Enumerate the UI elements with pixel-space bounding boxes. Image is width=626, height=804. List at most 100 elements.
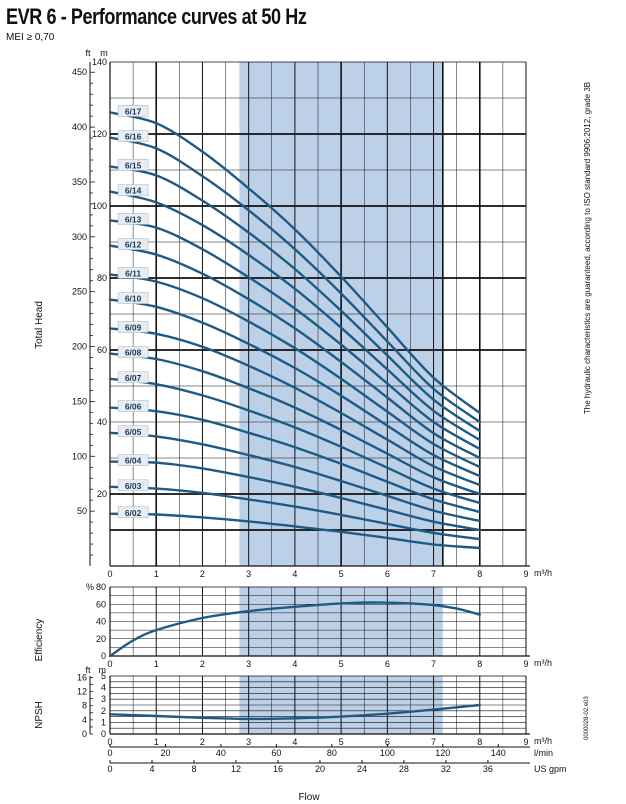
- ft-unit-label: ft: [85, 665, 91, 675]
- x-tick-label: 4: [292, 569, 297, 579]
- curve-label-bg: [117, 159, 149, 171]
- curve-6-06: [108, 406, 481, 514]
- gpm-tick-label: 0: [107, 764, 112, 774]
- head-panel: 0 1 2 3 4 5 6 7 8 9 m³/h 50 100 150 200 250 300 350 400 450…: [72, 48, 552, 579]
- x-tick-label: 7: [431, 659, 436, 669]
- m-unit-label: m: [100, 48, 108, 58]
- lmin-tick-label: 80: [327, 748, 337, 758]
- lmin-tick-label: 20: [160, 748, 170, 758]
- flow-axis-title: Flow: [298, 792, 320, 803]
- m-tick-label: 0: [101, 729, 106, 739]
- gpm-tick-label: 36: [483, 764, 493, 774]
- curve-label: 6/10: [125, 294, 142, 304]
- x-tick-label: 4: [292, 737, 297, 747]
- x-tick-label: 7: [431, 569, 436, 579]
- ft-tick-label: 350: [72, 177, 87, 187]
- ft-tick-label: 250: [72, 287, 87, 297]
- ft-tick-label: 300: [72, 232, 87, 242]
- m-tick-label: 140: [92, 57, 107, 67]
- pct-tick-label: 0: [101, 651, 106, 661]
- x-tick-label: 5: [339, 569, 344, 579]
- curve-label: 6/13: [125, 214, 142, 224]
- x-tick-label: 6: [385, 569, 390, 579]
- curve-6-14: [108, 190, 481, 442]
- page-subtitle: MEI ≥ 0,70: [6, 32, 55, 43]
- gpm-tick-label: 8: [191, 764, 196, 774]
- m-tick-label: 80: [97, 273, 107, 283]
- gpm-tick-label: 24: [357, 764, 367, 774]
- curve-label-bg: [117, 506, 149, 519]
- curve-label-bg: [117, 292, 149, 304]
- curve-label-bg: [117, 267, 149, 279]
- npsh-axis-title: NPSH: [34, 701, 45, 729]
- m-tick-label: 40: [97, 417, 107, 427]
- x-unit-label: m³/h: [534, 658, 552, 668]
- efficiency-panel: 0 1 2 3 4 5 6 7 8 9 m³/h 0 20 40 60 80%: [86, 582, 552, 669]
- lmin-tick-label: 60: [271, 748, 281, 758]
- curve-label-bg: [117, 238, 149, 250]
- lmin-tick-label: 0: [107, 748, 112, 758]
- m-tick-label: 100: [92, 201, 107, 211]
- curve-label-bg: [117, 479, 149, 492]
- gpm-tick-label: 4: [149, 764, 154, 774]
- curve-6-04: [108, 460, 481, 532]
- curve-label-bg: [117, 425, 149, 438]
- x-tick-label: 5: [339, 737, 344, 747]
- ft-tick-label: 16: [77, 672, 87, 682]
- x-tick-label: 9: [523, 737, 528, 747]
- ft-tick-label: 50: [77, 506, 87, 516]
- curve-label-bg: [117, 400, 149, 412]
- ft-tick-label: 150: [72, 396, 87, 406]
- x-tick-label: 3: [246, 569, 251, 579]
- x-tick-label: 5: [339, 659, 344, 669]
- curve-6-16: [108, 136, 481, 424]
- curve-label-bg: [117, 454, 149, 466]
- x-tick-label: 6: [385, 737, 390, 747]
- gpm-tick-label: 20: [315, 764, 325, 774]
- gpm-tick-label: 12: [231, 764, 241, 774]
- curve-label: 6/03: [125, 481, 142, 491]
- gpm-tick-label: 28: [399, 764, 409, 774]
- curve-label-bg: [117, 213, 149, 225]
- m-tick-label: 5: [101, 671, 106, 681]
- lmin-unit-label: l/min: [534, 748, 553, 758]
- x-tick-label: 6: [385, 659, 390, 669]
- m-tick-label: 60: [97, 345, 107, 355]
- curve-label: 6/14: [125, 186, 142, 196]
- head-axis-title: Total Head: [34, 301, 45, 349]
- ft-tick-label: 400: [72, 122, 87, 132]
- curve-label: 6/08: [125, 348, 142, 358]
- page-title: EVR 6 - Performance curves at 50 Hz: [6, 4, 307, 29]
- pct-tick-label: 60: [96, 599, 106, 609]
- curve-6-07: [108, 377, 481, 505]
- curve-6-13: [108, 219, 481, 451]
- ft-tick-label: 12: [77, 687, 87, 697]
- x-tick-label: 8: [477, 569, 482, 579]
- curve-label: 6/15: [125, 160, 142, 170]
- figure-code: 0000028-02.e03: [584, 696, 590, 740]
- ft-tick-label: 450: [72, 67, 87, 77]
- curve-6-02: [108, 512, 481, 550]
- curve-label-bg: [117, 184, 149, 196]
- curve-label: 6/02: [125, 508, 142, 518]
- curve-label: 6/16: [125, 132, 142, 142]
- m-unit-label: m: [99, 665, 107, 675]
- ft-tick-label: 0: [82, 729, 87, 739]
- x-tick-label: 8: [477, 737, 482, 747]
- lmin-tick-label: 100: [380, 748, 395, 758]
- lmin-tick-label: 140: [491, 748, 506, 758]
- x-tick-label: 2: [200, 569, 205, 579]
- curve-label: 6/12: [125, 240, 142, 250]
- curve-label: 6/17: [125, 106, 142, 116]
- side-note: The hydraulic characteristics are guaran…: [583, 82, 592, 414]
- curve-label-bg: [117, 346, 149, 358]
- curve-label: 6/07: [125, 373, 142, 383]
- efficiency-axis-title: Efficiency: [34, 619, 45, 662]
- ft-tick-label: 4: [82, 715, 87, 725]
- x-tick-label: 9: [523, 569, 528, 579]
- pct-unit-label: %: [86, 582, 94, 592]
- m-tick-label: 3: [101, 694, 106, 704]
- curve-6-15: [108, 165, 481, 433]
